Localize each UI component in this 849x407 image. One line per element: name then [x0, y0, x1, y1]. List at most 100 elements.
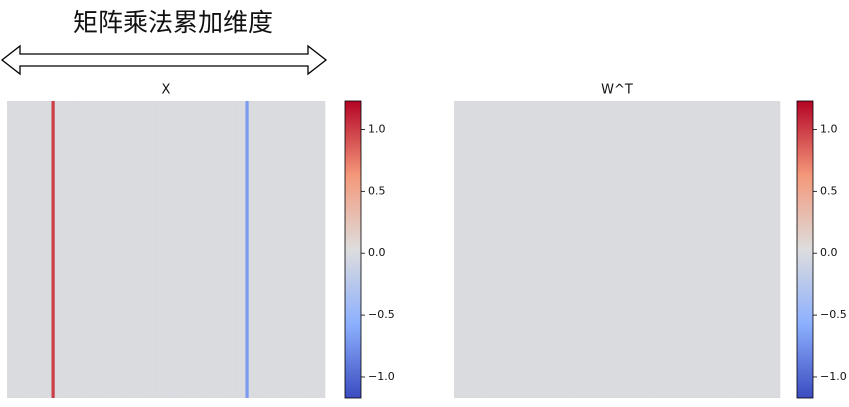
heatmap-cell	[649, 101, 667, 398]
heatmap-cell	[200, 101, 205, 398]
heatmap-cell	[226, 101, 230, 398]
colorbar-tick-label: 1.0	[368, 122, 386, 135]
heatmap-cell	[41, 101, 46, 398]
heatmap-cell	[51, 101, 55, 398]
heatmap-cell	[67, 101, 71, 398]
heatmap-cell	[169, 101, 173, 398]
heatmap-cell	[22, 101, 27, 398]
double-arrow	[0, 44, 328, 76]
heatmap-cell	[86, 101, 90, 398]
heatmap-cell	[35, 101, 40, 398]
colorbar-tick-label: 1.0	[820, 122, 838, 135]
heatmap-cell	[150, 101, 154, 398]
heatmap-cell	[584, 101, 601, 398]
colorbar-tick-label: −0.5	[368, 308, 395, 321]
heatmap-cell	[698, 101, 716, 398]
heatmap-cell	[600, 101, 618, 398]
heatmap-cell	[223, 101, 227, 398]
heatmap-cell	[102, 101, 106, 398]
heatmap-cell	[299, 101, 304, 398]
heatmap-cell	[166, 101, 170, 398]
heatmap-cell	[38, 101, 43, 398]
panel-title: X	[162, 83, 171, 98]
heatmap-cell	[29, 101, 33, 398]
heatmap-cell	[267, 101, 272, 398]
heatmap-cell	[232, 101, 237, 398]
heatmap-cell	[99, 101, 103, 398]
heatmap-cell	[535, 101, 553, 398]
heatmap-cell	[124, 101, 129, 398]
heatmap-cell	[204, 101, 208, 398]
heatmap-cell	[210, 101, 214, 398]
heatmap-cell	[19, 101, 24, 398]
heatmap-cell	[48, 101, 52, 398]
heatmap-cell	[502, 101, 520, 398]
colorbar-tick-label: −1.0	[820, 370, 847, 383]
heatmap-cell	[318, 101, 323, 398]
colorbar-tick-label: 0.0	[820, 246, 838, 259]
heatmap-cell	[293, 101, 297, 398]
heatmap-cell	[32, 101, 36, 398]
heatmap-cell	[70, 101, 75, 398]
heatmap-cell	[178, 101, 183, 398]
heatmap-cell	[54, 101, 59, 398]
heatmap-cell	[185, 101, 189, 398]
heatmap-cell	[92, 101, 97, 398]
heatmap-cell	[197, 101, 202, 398]
heatmap-cell	[153, 101, 157, 398]
colorbar	[344, 100, 362, 399]
heatmap-cell	[162, 101, 167, 398]
heatmap-cell	[270, 101, 275, 398]
heatmap-cell	[7, 101, 11, 398]
colorbar-tick-label: 0.5	[368, 184, 386, 197]
heatmap-cell	[309, 101, 313, 398]
heatmap-cell	[551, 101, 569, 398]
heatmap-cell	[261, 101, 265, 398]
heatmap-cell	[617, 101, 634, 398]
heatmap-cell	[714, 101, 732, 398]
heatmap-cell	[188, 101, 192, 398]
heatmap-cell	[76, 101, 81, 398]
heatmap-cell	[213, 101, 218, 398]
heatmap-cell	[10, 101, 14, 398]
heatmap-cell	[305, 101, 310, 398]
heatmap-cell	[242, 101, 246, 398]
heatmap-cell	[255, 101, 259, 398]
heatmap-cell	[137, 101, 141, 398]
heatmap-cell	[470, 101, 487, 398]
heatmap-cell	[312, 101, 316, 398]
heatmap-cell	[220, 101, 224, 398]
colorbar-tick-label: −1.0	[368, 370, 395, 383]
heatmap-cell	[181, 101, 186, 398]
heatmap-cell	[80, 101, 84, 398]
heatmap-cell	[96, 101, 100, 398]
heatmap-cell	[64, 101, 68, 398]
heatmap-cell	[296, 101, 300, 398]
heatmap-cell	[277, 101, 281, 398]
heatmap-cell	[159, 101, 164, 398]
heatmap-cell	[105, 101, 110, 398]
heatmap-cell	[89, 101, 94, 398]
heatmap-cell	[16, 101, 21, 398]
heatmap-cell	[13, 101, 17, 398]
heatmap-cell	[290, 101, 294, 398]
heatmap-cell	[286, 101, 291, 398]
heatmap-cell	[229, 101, 234, 398]
heatmap-cell	[568, 101, 585, 398]
colorbar-tick-label: 0.0	[368, 246, 386, 259]
heatmap-cell	[321, 101, 326, 398]
heatmap-cell	[121, 101, 125, 398]
heatmap-cell	[146, 101, 151, 398]
heatmap-cell	[264, 101, 269, 398]
heatmap-cell	[486, 101, 504, 398]
heatmap-cell	[111, 101, 116, 398]
heatmap-cell	[302, 101, 307, 398]
heatmap-cell	[763, 101, 781, 398]
heatmap-cell	[73, 101, 78, 398]
heatmap-cell	[127, 101, 132, 398]
heatmap-cell	[633, 101, 650, 398]
heatmap-cell	[156, 101, 160, 398]
heatmap-cell	[315, 101, 319, 398]
